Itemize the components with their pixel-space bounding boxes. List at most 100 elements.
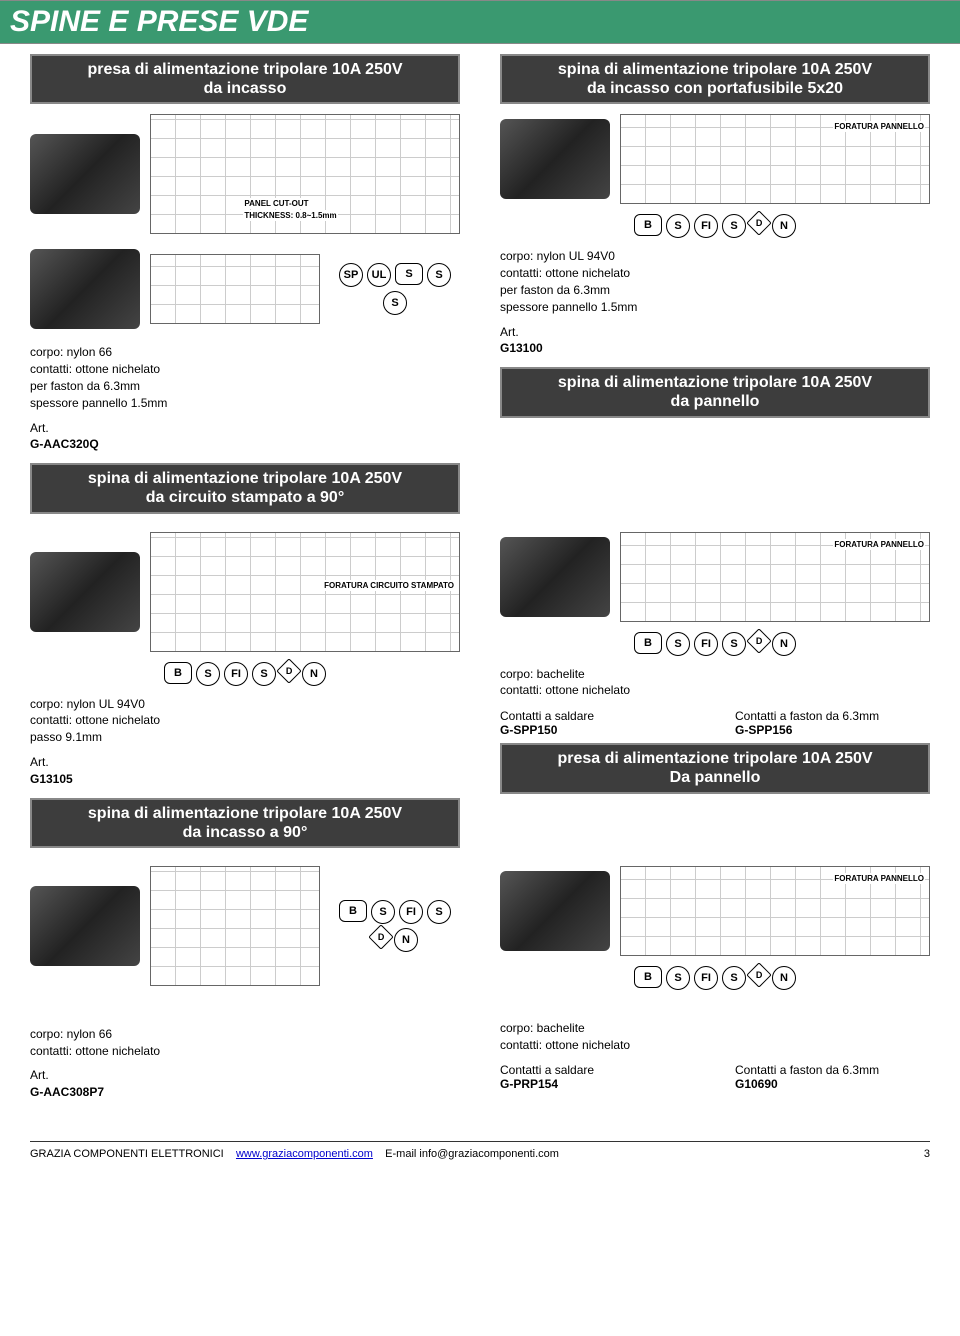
section-subtitle: da incasso a 90°: [183, 824, 308, 841]
art-label: Art.: [500, 324, 930, 341]
cert-badge: B: [634, 214, 662, 236]
spec-line: contatti: ottone nichelato: [500, 682, 930, 699]
cert-badge: N: [302, 662, 326, 686]
cert-badge: B: [339, 900, 367, 922]
spec-line: passo 9.1mm: [30, 729, 460, 746]
product-specs: corpo: nylon 66 contatti: ottone nichela…: [30, 344, 460, 453]
contact-type: Contatti a faston da 6.3mm: [735, 1063, 930, 1077]
cert-badge: N: [772, 214, 796, 238]
cert-badges: B S FI S D N: [615, 632, 815, 656]
spec-line: corpo: nylon UL 94V0: [30, 696, 460, 713]
cert-badge: B: [164, 662, 192, 684]
spec-line: contatti: ottone nichelato: [30, 1043, 460, 1060]
dual-specs: Contatti a saldare G-SPP150 Contatti a f…: [500, 709, 930, 737]
spec-line: contatti: ottone nichelato: [500, 1037, 930, 1054]
spec-line: contatti: ottone nichelato: [30, 361, 460, 378]
cert-badge: D: [368, 924, 393, 949]
diagram-label: THICKNESS: 0.8~1.5mm: [243, 210, 337, 221]
product-specs: corpo: bachelite contatti: ottone nichel…: [500, 666, 930, 700]
contact-type: Contatti a saldare: [500, 709, 695, 723]
cert-badge: S: [722, 966, 746, 990]
technical-diagram: [150, 254, 320, 324]
cert-badge: S: [383, 291, 407, 315]
diagram-label: FORATURA CIRCUITO STAMPATO: [323, 580, 455, 591]
cert-badge: N: [772, 632, 796, 656]
page-title: SPINE E PRESE VDE: [0, 0, 960, 44]
cert-badges: B S FI S D N: [615, 214, 815, 238]
technical-diagram: FORATURA CIRCUITO STAMPATO: [150, 532, 460, 652]
page-number: 3: [924, 1148, 930, 1160]
art-code: G-PRP154: [500, 1077, 695, 1091]
art-code: G13100: [500, 340, 930, 357]
footer-company: GRAZIA COMPONENTI ELETTRONICI: [30, 1148, 224, 1160]
footer: GRAZIA COMPONENTI ELETTRONICI www.grazia…: [30, 1141, 930, 1160]
spec-line: corpo: bachelite: [500, 1020, 930, 1037]
section-header-1: presa di alimentazione tripolare 10A 250…: [30, 54, 460, 104]
diagram-label: FORATURA PANNELLO: [833, 539, 925, 550]
product-photo: [500, 119, 610, 199]
spec-line: spessore pannello 1.5mm: [500, 299, 930, 316]
diagram-label: FORATURA PANNELLO: [833, 873, 925, 884]
art-code: G-AAC308P7: [30, 1084, 460, 1101]
section-header-4: spina di alimentazione tripolare 10A 250…: [500, 367, 930, 417]
cert-badge: UL: [367, 263, 391, 287]
product-specs: corpo: bachelite contatti: ottone nichel…: [500, 1020, 930, 1054]
contact-type: Contatti a faston da 6.3mm: [735, 709, 930, 723]
section-header-5: spina di alimentazione tripolare 10A 250…: [30, 798, 460, 848]
art-code: G-AAC320Q: [30, 436, 460, 453]
spec-line: spessore pannello 1.5mm: [30, 395, 460, 412]
product-photo: [30, 134, 140, 214]
cert-badge: FI: [399, 900, 423, 924]
cert-badge: FI: [224, 662, 248, 686]
section-title: presa di alimentazione tripolare 10A 250…: [87, 61, 402, 78]
cert-badge: S: [666, 966, 690, 990]
cert-badge: D: [746, 962, 771, 987]
cert-badges: B S FI S D N: [145, 662, 345, 686]
footer-email: E-mail info@graziacomponenti.com: [385, 1148, 559, 1160]
cert-badge: D: [746, 211, 771, 236]
spec-line: contatti: ottone nichelato: [30, 712, 460, 729]
cert-badge: S: [252, 662, 276, 686]
section-subtitle: da incasso con portafusibile 5x20: [587, 80, 843, 97]
cert-badge: S: [371, 900, 395, 924]
product-photo: [500, 871, 610, 951]
contact-type: Contatti a saldare: [500, 1063, 695, 1077]
cert-badge: SP: [339, 263, 363, 287]
diagram-label: FORATURA PANNELLO: [833, 121, 925, 132]
section-header-3: spina di alimentazione tripolare 10A 250…: [30, 463, 460, 513]
technical-diagram: FORATURA PANNELLO: [620, 532, 930, 622]
section-subtitle: da circuito stampato a 90°: [146, 489, 344, 506]
cert-badge: S: [427, 900, 451, 924]
product-photo: [30, 552, 140, 632]
section-title: spina di alimentazione tripolare 10A 250…: [558, 374, 872, 391]
cert-badge: S: [666, 214, 690, 238]
product-specs: corpo: nylon UL 94V0 contatti: ottone ni…: [30, 696, 460, 788]
art-code: G13105: [30, 771, 460, 788]
product-photo: [500, 537, 610, 617]
spec-line: corpo: nylon UL 94V0: [500, 248, 930, 265]
section-title: presa di alimentazione tripolare 10A 250…: [557, 750, 872, 767]
spec-line: per faston da 6.3mm: [500, 282, 930, 299]
technical-diagram: FORATURA PANNELLO: [620, 114, 930, 204]
art-code: G10690: [735, 1077, 930, 1091]
technical-diagram: [150, 866, 320, 986]
footer-url[interactable]: www.graziacomponenti.com: [236, 1148, 373, 1160]
section-title: spina di alimentazione tripolare 10A 250…: [558, 61, 872, 78]
cert-badge: D: [276, 658, 301, 683]
section-header-6: presa di alimentazione tripolare 10A 250…: [500, 743, 930, 793]
cert-badge: S: [666, 632, 690, 656]
cert-badge: S: [427, 263, 451, 287]
section-subtitle: da pannello: [671, 393, 760, 410]
section-title: spina di alimentazione tripolare 10A 250…: [88, 805, 402, 822]
cert-badge: S: [722, 214, 746, 238]
section-header-2: spina di alimentazione tripolare 10A 250…: [500, 54, 930, 104]
art-code: G-SPP156: [735, 723, 930, 737]
cert-badge: N: [394, 928, 418, 952]
dual-specs: Contatti a saldare G-PRP154 Contatti a f…: [500, 1063, 930, 1091]
spec-line: contatti: ottone nichelato: [500, 265, 930, 282]
cert-badge: B: [634, 632, 662, 654]
technical-diagram: PANEL CUT-OUT THICKNESS: 0.8~1.5mm: [150, 114, 460, 234]
spec-line: corpo: bachelite: [500, 666, 930, 683]
cert-badges: B S FI S D N: [330, 900, 460, 952]
cert-badge: S: [196, 662, 220, 686]
